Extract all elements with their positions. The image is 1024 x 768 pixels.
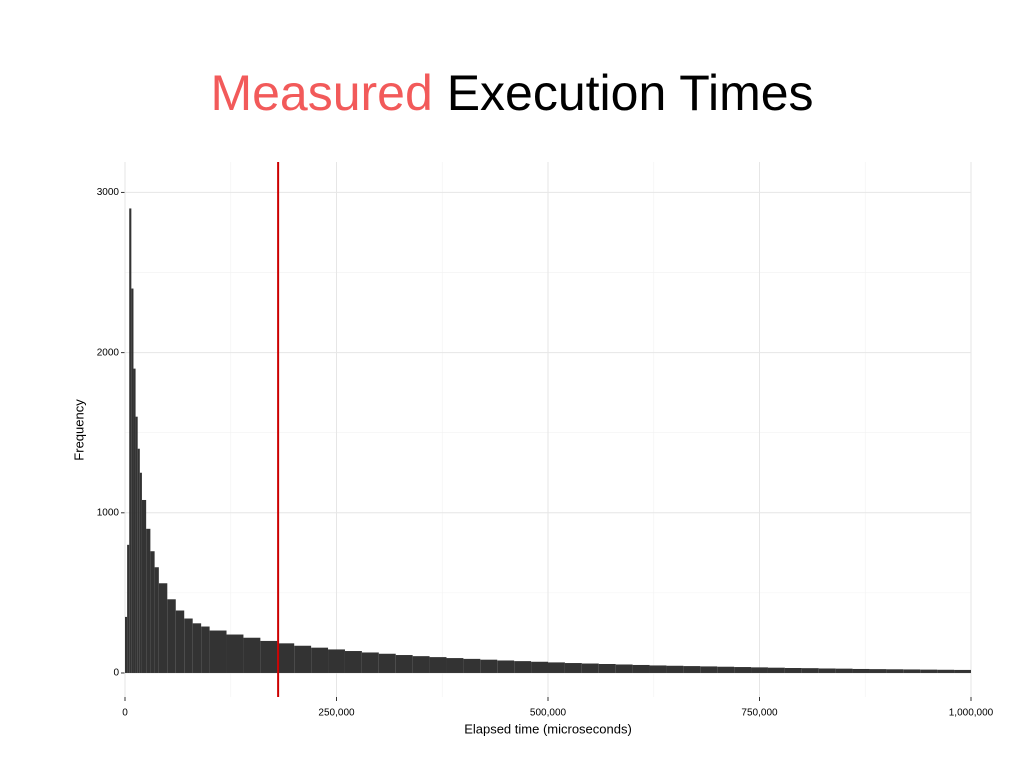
x-tick-label: 0 bbox=[122, 708, 128, 719]
histogram-bar bbox=[175, 610, 185, 673]
title-part: Execution Times bbox=[447, 65, 814, 121]
histogram-bar bbox=[666, 665, 684, 673]
histogram-bar bbox=[154, 567, 159, 673]
histogram-bar bbox=[446, 658, 464, 673]
histogram-bar bbox=[201, 626, 210, 673]
histogram-bar bbox=[954, 669, 971, 673]
histogram-bar bbox=[717, 666, 735, 673]
histogram-bar bbox=[548, 662, 565, 673]
x-tick-label: 500,000 bbox=[530, 708, 567, 719]
histogram-bar bbox=[615, 664, 633, 673]
histogram-bar bbox=[784, 668, 802, 673]
histogram-bar bbox=[146, 528, 151, 673]
histogram-bar bbox=[531, 661, 548, 673]
histogram-bar bbox=[167, 599, 176, 673]
histogram-bar bbox=[463, 658, 481, 673]
histogram-bar bbox=[632, 664, 650, 673]
y-tick-label: 3000 bbox=[97, 187, 120, 198]
title-part: Measured bbox=[210, 65, 432, 121]
histogram-bar bbox=[137, 448, 140, 673]
histogram-bar bbox=[150, 551, 155, 673]
histogram-bar bbox=[158, 583, 168, 673]
y-tick-label: 2000 bbox=[97, 347, 120, 358]
histogram-bar bbox=[920, 669, 938, 673]
x-tick-label: 1,000,000 bbox=[949, 708, 994, 719]
histogram-bar bbox=[294, 645, 312, 673]
histogram-bar bbox=[767, 667, 785, 673]
histogram-bar bbox=[139, 472, 142, 673]
histogram-bar bbox=[734, 667, 752, 673]
x-tick-label: 750,000 bbox=[741, 708, 778, 719]
histogram-bar bbox=[328, 649, 345, 673]
histogram-bar bbox=[226, 634, 244, 673]
histogram-bar bbox=[361, 652, 379, 673]
histogram-bar bbox=[818, 668, 836, 673]
histogram-bar bbox=[395, 655, 413, 673]
plot-marks bbox=[125, 162, 971, 697]
histogram-bar bbox=[497, 660, 515, 673]
histogram-bar bbox=[581, 663, 599, 673]
histogram-bar bbox=[869, 669, 887, 673]
histogram-bar bbox=[852, 668, 870, 673]
histogram-bar bbox=[649, 665, 667, 673]
histogram-bar bbox=[192, 623, 202, 673]
histogram-bar bbox=[598, 664, 616, 673]
histogram-bar bbox=[127, 544, 130, 673]
histogram-bar bbox=[886, 669, 904, 673]
histogram-bar bbox=[514, 661, 532, 673]
histogram-bar bbox=[133, 368, 136, 673]
histogram-bar bbox=[131, 288, 134, 673]
y-axis-label: Frequency bbox=[71, 399, 86, 461]
histogram-bar bbox=[311, 647, 329, 673]
histogram-bar bbox=[129, 208, 132, 673]
slide-title: Measured Execution Times bbox=[210, 65, 813, 121]
histogram-bar bbox=[209, 630, 227, 673]
x-axis-label: Elapsed time (microseconds) bbox=[464, 721, 632, 736]
histogram-bar bbox=[141, 499, 147, 673]
histogram-bar bbox=[378, 653, 396, 673]
histogram-bar bbox=[125, 616, 128, 673]
histogram-bar bbox=[243, 637, 261, 673]
histogram-bar bbox=[480, 659, 498, 673]
x-tick-label: 250,000 bbox=[318, 708, 355, 719]
histogram-bar bbox=[429, 657, 447, 673]
histogram-bar bbox=[412, 656, 430, 673]
histogram-bar bbox=[184, 618, 193, 673]
histogram-bar bbox=[903, 669, 921, 673]
histogram-bar bbox=[683, 666, 701, 673]
histogram-bar bbox=[260, 640, 278, 673]
histogram-bar bbox=[344, 651, 362, 673]
histogram-bar bbox=[835, 668, 853, 673]
histogram-bar bbox=[277, 643, 295, 673]
histogram-bar bbox=[937, 669, 955, 673]
histogram-bar bbox=[135, 416, 138, 673]
histogram-bar bbox=[700, 666, 718, 673]
histogram-bar bbox=[751, 667, 768, 673]
histogram-bar bbox=[801, 668, 819, 673]
grid: 0 1000 2000 3000 0 250,000 500,000 750,000 1,000… bbox=[97, 162, 994, 719]
y-tick-label: 1000 bbox=[97, 507, 120, 518]
y-tick-label: 0 bbox=[113, 668, 119, 679]
histogram-bar bbox=[564, 663, 582, 673]
